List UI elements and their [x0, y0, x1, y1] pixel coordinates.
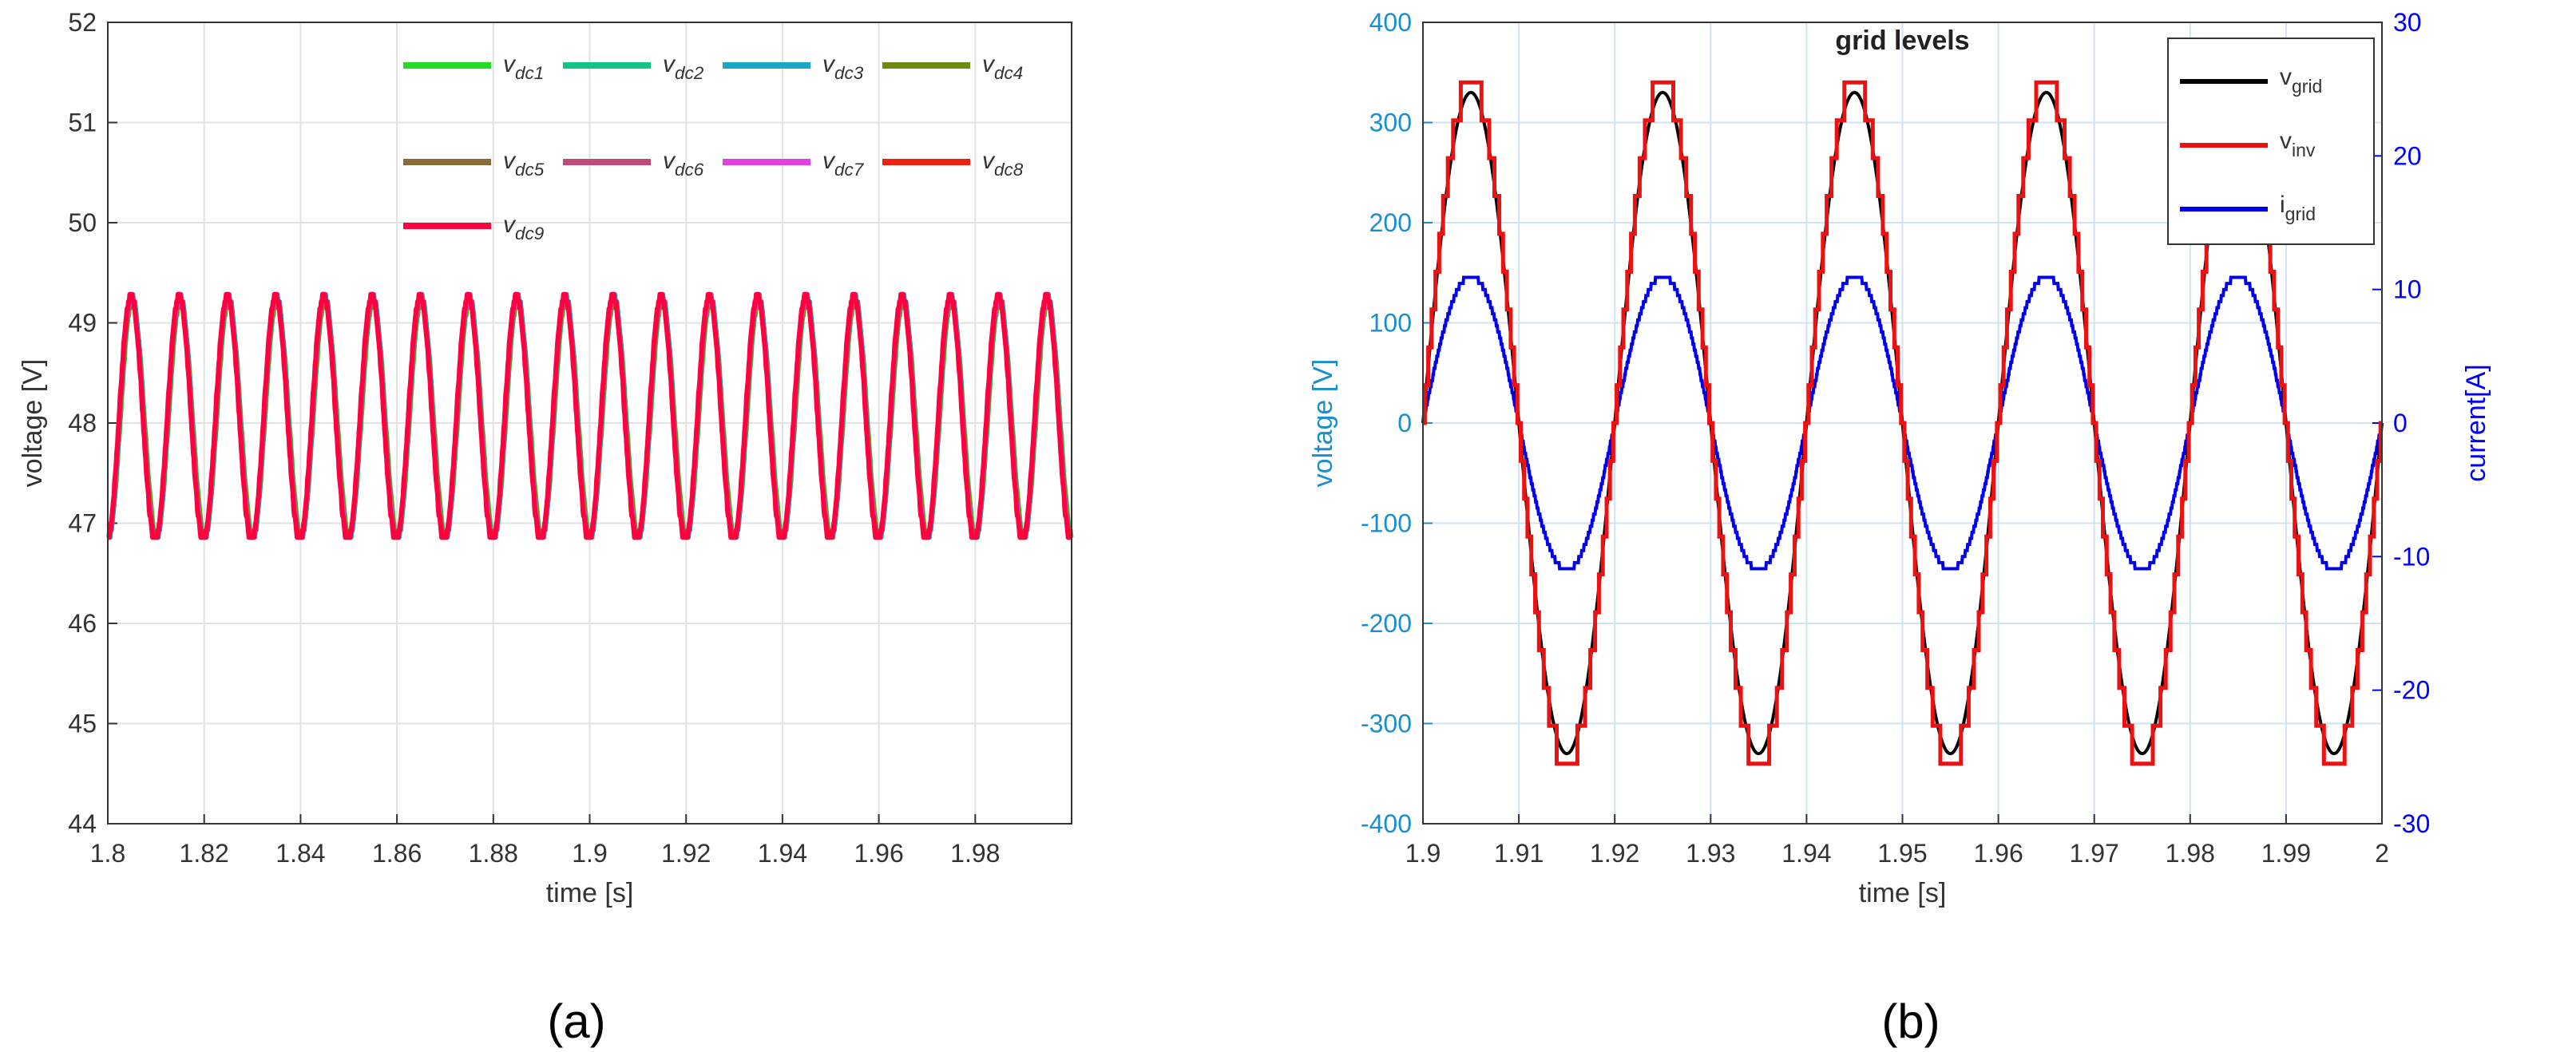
legend-label-dc8: vdc8 [982, 148, 1024, 180]
chart-a: 1.8 1.82 1.84 1.86 1.88 1.9 1.92 1.94 1.96 1.98 44… [18, 8, 1074, 908]
y-tick-label-a: 45 [68, 710, 97, 738]
x-tick-label-a: 1.94 [758, 839, 807, 868]
x-tick-label-b: 1.91 [1494, 839, 1544, 868]
x-axis-label-a: time [s] [546, 878, 634, 908]
x-tick-label-a: 1.86 [372, 839, 422, 868]
x-tick-label-a: 1.8 [90, 839, 125, 868]
y-tick-label-right-b: 0 [2393, 409, 2408, 437]
chart-b: 1.9 1.91 1.92 1.93 1.94 1.95 1.96 1.97 1.98 1.99 2… [1308, 8, 2491, 908]
legend-label-dc9: vdc9 [503, 212, 545, 243]
x-tick-label-a: 1.96 [854, 839, 903, 868]
y-tick-label-right-b: 20 [2393, 141, 2422, 170]
y-tick-label-right-b: -20 [2393, 676, 2430, 705]
x-tick-label-b: 1.9 [1405, 839, 1441, 868]
x-tick-label-b: 1.97 [2070, 839, 2119, 868]
x-axis-label-b: time [s] [1859, 878, 1947, 908]
x-tick-label-b: 1.99 [2261, 839, 2311, 868]
x-tick-label-b: 1.92 [1590, 839, 1639, 868]
y-tick-label-left-b: 400 [1369, 8, 1412, 37]
x-tick-label-a: 1.92 [661, 839, 711, 868]
x-tick-label-a: 1.82 [180, 839, 229, 868]
legend-box-b [2167, 38, 2375, 245]
panel-label-a: (a) [547, 995, 605, 1048]
legend-label-dc5: vdc5 [503, 148, 545, 180]
y-axis-label-left-b: voltage [V] [1308, 359, 1338, 488]
legend-b: vgrid vinv igrid [2167, 38, 2375, 245]
y-tick-label-left-b: -400 [1361, 809, 1412, 838]
y-tick-label-a: 49 [68, 309, 97, 338]
x-tick-label-b: 1.96 [1973, 839, 2023, 868]
y-tick-label-a: 44 [68, 809, 97, 838]
legend-label-dc1: vdc1 [503, 51, 544, 83]
x-tick-label-a: 1.98 [950, 839, 1000, 868]
y-axis-label-right-b: current[A] [2461, 364, 2491, 481]
legend-label-dc4: vdc4 [982, 51, 1023, 83]
x-tick-label-b: 1.94 [1781, 839, 1831, 868]
y-tick-label-left-b: -200 [1361, 609, 1412, 638]
y-tick-label-a: 50 [68, 208, 97, 237]
plot-frame-a [107, 22, 1072, 825]
y-tick-label-a: 46 [68, 609, 97, 638]
legend-label-dc2: vdc2 [663, 51, 704, 83]
x-tick-label-a: 1.88 [469, 839, 518, 868]
x-tick-label-b: 1.95 [1877, 839, 1927, 868]
y-tick-label-left-b: 300 [1369, 109, 1412, 137]
legend-label-b-vinv: vinv [2280, 128, 2316, 160]
legend-label-dc6: vdc6 [663, 148, 704, 180]
plot-frame-b [1422, 22, 2383, 825]
x-tick-label-a: 1.9 [572, 839, 607, 868]
y-tick-label-right-b: 30 [2393, 8, 2422, 37]
legend-label-dc3: vdc3 [822, 51, 864, 83]
y-tick-label-left-b: 0 [1397, 409, 1412, 437]
y-tick-label-left-b: 200 [1369, 208, 1412, 237]
legend-label-dc7: vdc7 [822, 148, 865, 180]
x-tick-label-b: 1.98 [2166, 839, 2215, 868]
y-tick-label-a: 47 [68, 509, 97, 538]
legend-a: vdc1 vdc2 vdc3 vdc4 vdc5 vdc6 vdc7 vdc8 vdc9 [403, 51, 1024, 243]
panel-label-b: (b) [1881, 995, 1940, 1048]
chart-title-b: grid levels [1835, 26, 1969, 56]
x-tick-label-b: 2 [2375, 839, 2389, 868]
y-tick-label-right-b: -30 [2393, 809, 2430, 838]
y-tick-label-right-b: 10 [2393, 275, 2422, 304]
y-tick-label-left-b: -300 [1361, 710, 1412, 738]
legend-label-b-vgrid: vgrid [2280, 64, 2322, 97]
series-line-a-dc9 [105, 291, 1074, 540]
legend-label-b-igrid: igrid [2280, 192, 2316, 224]
y-tick-label-right-b: -10 [2393, 542, 2430, 571]
y-axis-label-a: voltage [V] [18, 359, 48, 488]
y-tick-label-a: 52 [68, 8, 97, 37]
y-tick-label-left-b: 100 [1369, 309, 1412, 338]
y-tick-label-a: 51 [68, 109, 97, 137]
y-tick-label-left-b: -100 [1361, 509, 1412, 538]
x-tick-label-a: 1.84 [275, 839, 325, 868]
y-tick-label-a: 48 [68, 409, 97, 437]
x-tick-label-b: 1.93 [1686, 839, 1735, 868]
